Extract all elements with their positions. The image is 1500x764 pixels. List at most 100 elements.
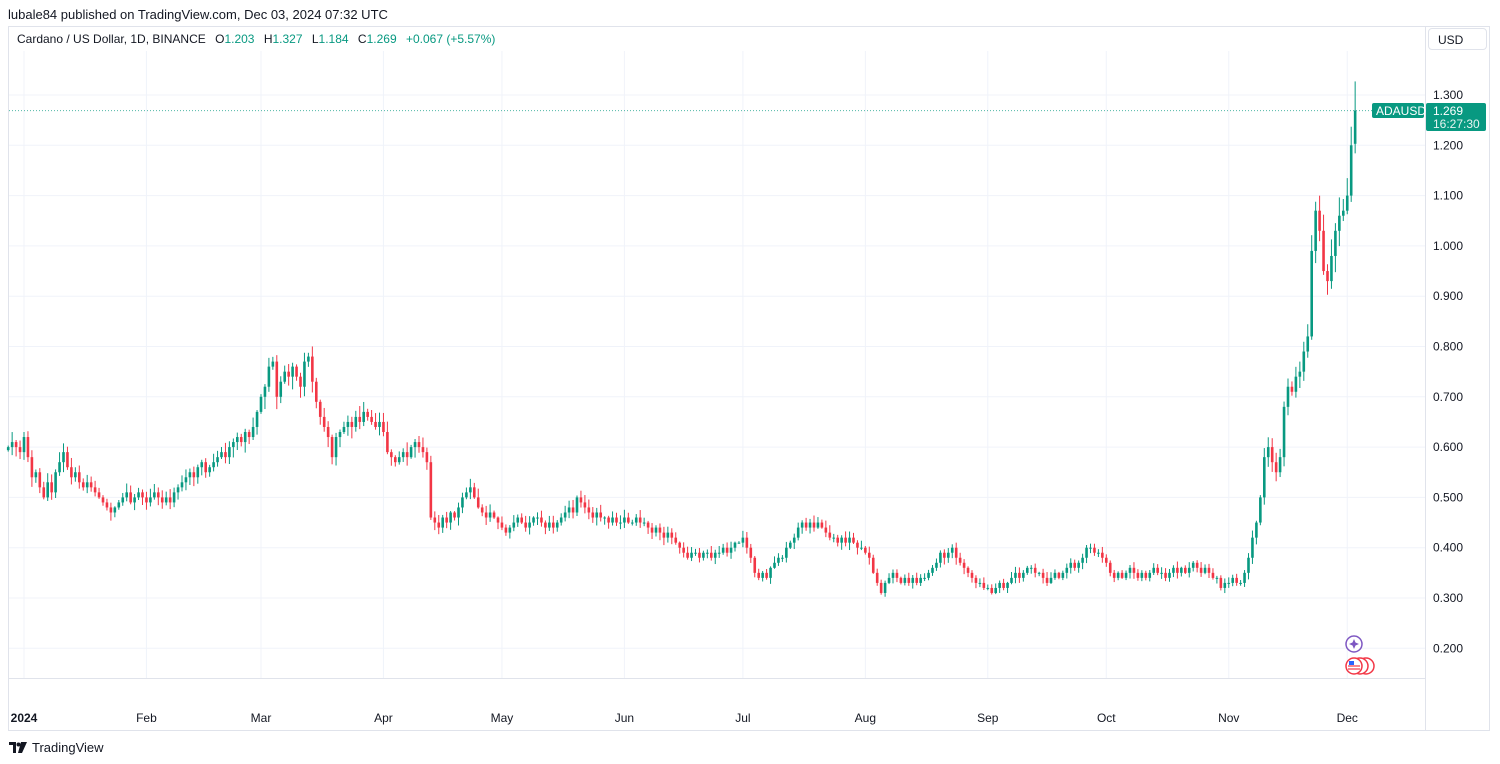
candle-body [247,432,251,438]
candle-up [334,432,338,466]
candle-body [1266,447,1270,458]
candle-body [93,487,97,493]
candle-body [982,582,986,588]
currency-button[interactable]: USD [1428,28,1487,50]
candle-down [990,584,994,595]
candle-up [378,412,381,436]
candle-up [773,556,776,569]
candle-body [792,537,796,543]
candle-body [745,537,749,548]
candle-body [153,492,156,498]
candle-body [544,522,547,528]
candle-down [745,532,749,554]
candle-up [1266,437,1270,467]
candle-down [70,457,73,485]
candle-down [1132,562,1136,579]
candle-body [717,552,721,554]
candle-up [1026,565,1029,575]
brand-name: TradingView [32,740,104,755]
candle-body [856,542,859,548]
grid [9,51,1425,678]
candle-body [1089,547,1092,549]
candle-up [465,487,468,500]
price-tick-label: 0.200 [1433,641,1463,655]
candle-down [753,556,757,578]
candle-body [540,517,543,523]
candle-down [1195,560,1199,573]
footer-brand[interactable]: TradingView [9,740,104,755]
candle-up [1338,197,1341,247]
candle-body [1195,562,1199,568]
candle-down [646,520,650,534]
candle-up [994,583,997,595]
candle-up [1168,568,1171,582]
candle-up [1314,201,1317,264]
symbol-name[interactable]: Cardano / US Dollar, 1D, BINANCE [17,32,206,46]
candle-down [820,519,824,529]
candle-up [603,516,606,525]
candle-up [1251,530,1254,564]
candle-body [1255,522,1258,538]
price-tick-label: 0.900 [1433,289,1463,303]
candle-body [939,552,942,563]
candle-body [196,467,200,478]
candle-body [1097,552,1100,554]
candle-up [176,484,180,500]
candle-up [1282,401,1286,467]
candle-up [153,484,156,500]
candle-body [623,517,626,523]
candle-up [342,421,346,434]
candle-up [789,540,792,550]
candle-body [579,497,583,503]
candle-body [271,361,275,367]
candle-down [453,511,456,521]
candle-body [528,522,531,528]
candle-body [232,442,235,448]
candle-body [275,361,279,397]
candle-down [1033,563,1037,578]
candle-body [255,411,259,427]
candle-body [911,577,915,583]
time-tick-label: Sep [977,711,999,725]
candle-body [1334,230,1337,256]
candle-body [291,366,294,377]
candle-down [1018,567,1021,583]
candle-up [397,451,401,465]
candle-up [133,493,136,511]
candle-down [1073,559,1076,571]
candle-down [445,511,448,529]
candle-down [682,542,685,558]
candle-down [871,554,875,574]
candle-up [832,533,836,543]
candle-body [1116,572,1120,578]
candle-body [74,472,77,478]
candle-body [994,587,997,593]
candle-down [224,442,227,464]
candle-up [85,474,89,494]
candle-body [1077,562,1080,568]
candle-up [1298,361,1302,389]
candle-down [970,570,974,583]
candle-up [508,525,512,539]
candle-body [1342,210,1345,216]
candle-up [149,488,152,507]
candle-down [962,559,966,575]
candle-down [374,413,377,430]
candle-body [524,522,527,528]
candle-body [409,447,413,458]
price-tick-label: 1.100 [1433,189,1463,203]
candle-up [706,549,709,559]
candle-body [1286,386,1290,407]
candle-up [1065,563,1069,579]
candle-body [1298,371,1302,377]
candle-up [346,415,350,436]
candle-up [694,548,697,556]
candle-body [216,457,219,463]
candle-up [1172,565,1175,578]
candle-body [575,497,579,513]
candle-down [1156,564,1159,576]
candle-body [563,512,567,518]
candle-body [263,386,267,397]
candle-up [1077,560,1080,573]
